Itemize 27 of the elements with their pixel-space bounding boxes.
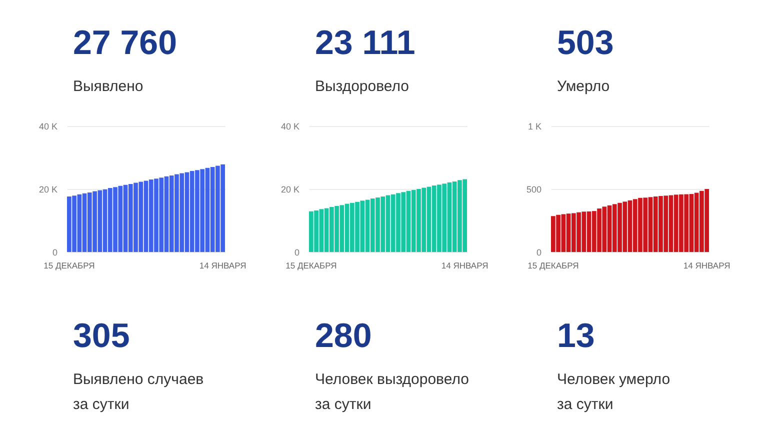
text: 13	[557, 317, 595, 355]
y-tick-label: 20 K	[38, 184, 58, 194]
text: 503	[557, 24, 614, 62]
text: Выявлено	[73, 78, 144, 95]
y-tick-label: 0	[536, 248, 542, 258]
text: Человек выздоровело за сутки	[315, 371, 469, 413]
x-tick-label: 14 ЯНВАРЯ	[441, 260, 488, 270]
x-tick-label: 14 ЯНВАРЯ	[199, 260, 246, 270]
y-tick-label: 40 K	[280, 122, 300, 132]
text: 27 760	[73, 24, 177, 62]
text: Умерло	[557, 78, 610, 95]
y-tick-label: 40 K	[38, 122, 58, 132]
x-tick-label: 15 ДЕКАБРЯ	[44, 260, 95, 270]
x-tick-label: 15 ДЕКАБРЯ	[528, 260, 579, 270]
text: 280	[315, 317, 372, 355]
text: Выявлено случаев за сутки	[73, 371, 204, 413]
y-tick-label: 0	[52, 248, 58, 258]
text: Человек умерло за сутки	[557, 371, 670, 413]
y-tick-label: 500	[526, 184, 542, 194]
x-tick-label: 14 ЯНВАРЯ	[683, 260, 730, 270]
y-tick-label: 20 K	[280, 184, 300, 194]
y-tick-label: 0	[294, 248, 300, 258]
y-tick-label: 1 K	[528, 122, 542, 132]
x-tick-label: 15 ДЕКАБРЯ	[286, 260, 337, 270]
text: 305	[73, 317, 130, 355]
text: Выздоровело	[315, 78, 410, 95]
text: 23 111	[315, 24, 416, 62]
